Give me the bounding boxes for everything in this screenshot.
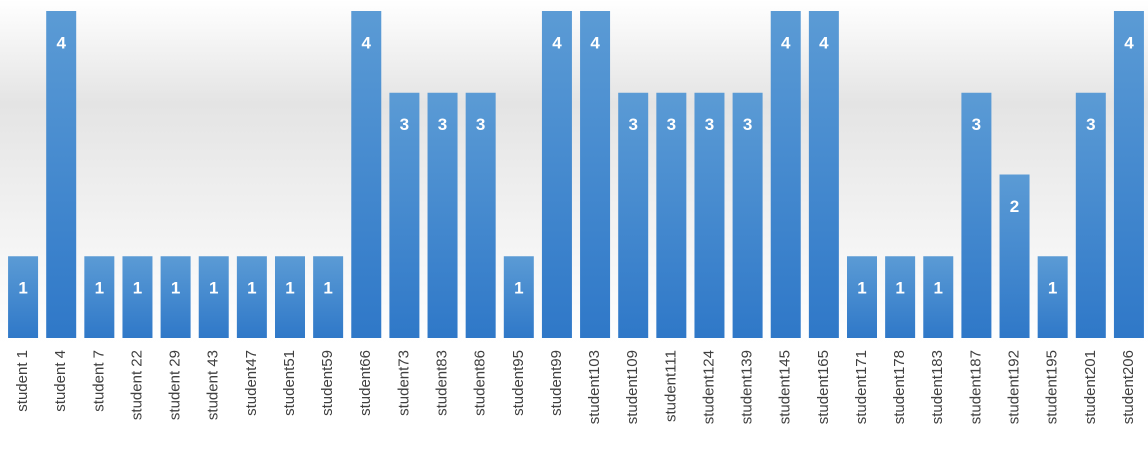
x-tick-label: student171 — [853, 350, 870, 424]
bar — [160, 256, 191, 338]
x-tick-label: student 1 — [14, 350, 31, 412]
bar — [351, 11, 382, 338]
data-label: 3 — [972, 115, 981, 134]
x-tick-label: student 22 — [128, 350, 145, 420]
x-tick-label: student165 — [815, 350, 832, 424]
bar — [236, 256, 267, 338]
bar — [46, 11, 77, 338]
data-label: 1 — [171, 279, 180, 298]
x-tick-label: student192 — [1006, 350, 1023, 424]
bar — [198, 256, 229, 338]
data-label: 1 — [133, 279, 142, 298]
bar — [1075, 92, 1106, 338]
x-tick-label: student 29 — [167, 350, 184, 420]
data-label: 1 — [514, 279, 523, 298]
data-label: 1 — [895, 279, 904, 298]
bar — [923, 256, 954, 338]
data-label: 1 — [209, 279, 218, 298]
data-label: 4 — [552, 33, 562, 52]
bar — [580, 11, 611, 338]
data-label: 2 — [1010, 197, 1019, 216]
x-tick-label: student124 — [700, 350, 717, 424]
data-label: 4 — [819, 33, 829, 52]
bar — [122, 256, 153, 338]
x-tick-label: student201 — [1082, 350, 1099, 424]
data-label: 4 — [1124, 33, 1134, 52]
x-tick-label: student59 — [319, 350, 336, 416]
data-label: 1 — [857, 279, 866, 298]
bar — [275, 256, 305, 338]
bar — [541, 11, 572, 338]
data-label: 1 — [18, 279, 27, 298]
x-tick-label: student111 — [662, 350, 679, 422]
bar — [770, 11, 801, 338]
bar — [1113, 11, 1144, 338]
data-label: 4 — [781, 33, 791, 52]
data-label: 1 — [285, 279, 294, 298]
x-tick-label: student 7 — [90, 350, 107, 412]
data-label: 3 — [667, 115, 676, 134]
data-label: 4 — [362, 33, 372, 52]
x-tick-label: student183 — [929, 350, 946, 424]
x-tick-label: student51 — [281, 350, 298, 416]
bar — [885, 256, 916, 338]
x-tick-label: student73 — [395, 350, 412, 416]
x-tick-label: student86 — [472, 350, 489, 416]
bar — [389, 92, 420, 338]
x-tick-label: student 43 — [205, 350, 222, 420]
bar — [1037, 256, 1068, 338]
data-label: 1 — [1048, 279, 1057, 298]
bar — [847, 256, 877, 338]
data-label: 3 — [1086, 115, 1095, 134]
data-label: 1 — [323, 279, 332, 298]
bar — [999, 174, 1030, 338]
bar — [808, 11, 839, 338]
data-label: 3 — [705, 115, 714, 134]
x-tick-label: student99 — [548, 350, 565, 416]
x-tick-label: student187 — [967, 350, 984, 424]
data-label: 1 — [95, 279, 104, 298]
bar — [84, 256, 115, 338]
bar — [503, 256, 534, 338]
bar — [961, 92, 992, 338]
x-tick-label: student178 — [891, 350, 908, 424]
data-label: 3 — [743, 115, 752, 134]
x-tick-label: student206 — [1120, 350, 1137, 424]
x-tick-label: student 4 — [52, 350, 69, 412]
x-tick-label: student83 — [434, 350, 451, 416]
x-tick-label: student66 — [357, 350, 374, 416]
x-tick-label: student109 — [624, 350, 641, 424]
data-label: 1 — [247, 279, 256, 298]
data-label: 3 — [400, 115, 409, 134]
x-tick-label: student139 — [739, 350, 756, 424]
bar — [732, 92, 763, 338]
x-tick-label: student47 — [243, 350, 260, 416]
x-tick-label: student195 — [1044, 350, 1061, 424]
data-label: 3 — [438, 115, 447, 134]
bar — [427, 92, 458, 338]
x-tick-label: student103 — [586, 350, 603, 424]
bar — [313, 256, 344, 338]
data-label: 1 — [934, 279, 943, 298]
data-label: 3 — [628, 115, 637, 134]
x-tick-label: student95 — [510, 350, 527, 416]
data-label: 4 — [56, 33, 66, 52]
bar — [465, 92, 496, 338]
bar — [656, 92, 687, 338]
bar — [618, 92, 649, 338]
bar — [694, 92, 725, 338]
bar — [8, 256, 39, 338]
data-label: 4 — [590, 33, 600, 52]
x-tick-label: student145 — [777, 350, 794, 424]
plot-background — [0, 0, 1148, 345]
data-label: 3 — [476, 115, 485, 134]
